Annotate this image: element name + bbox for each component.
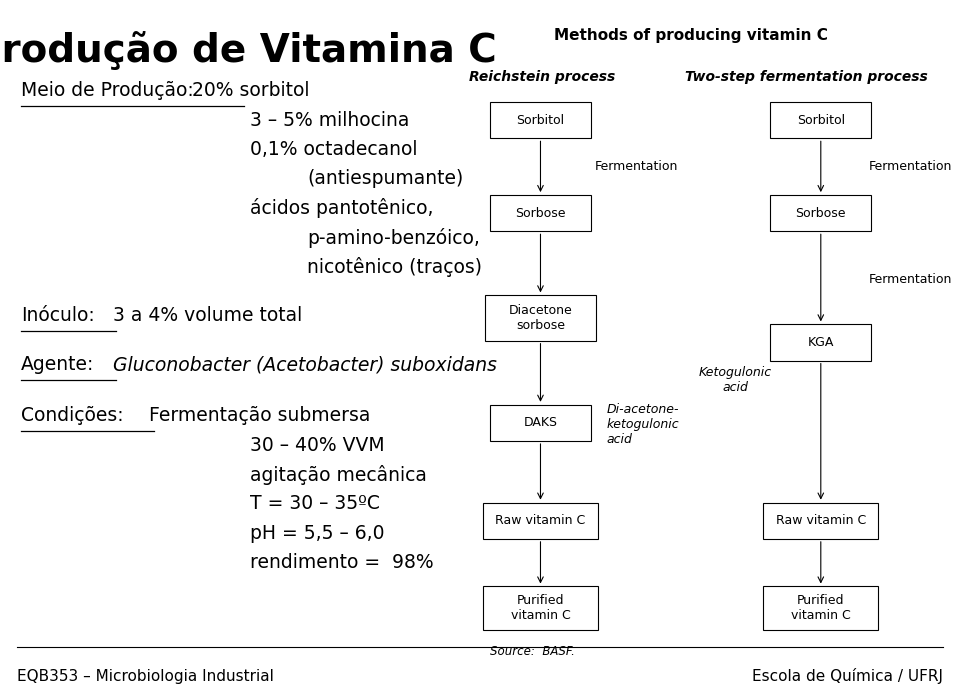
Text: Fermentation: Fermentation [869, 273, 952, 286]
Text: Source:  BASF.: Source: BASF. [490, 645, 574, 658]
Text: rendimento =  98%: rendimento = 98% [250, 553, 433, 572]
Text: Produção de Vitamina C: Produção de Vitamina C [0, 31, 497, 71]
Text: Fermentação submersa: Fermentação submersa [149, 406, 371, 426]
Text: Reichstein process: Reichstein process [469, 70, 615, 84]
Text: Sorbitol: Sorbitol [516, 114, 564, 127]
Text: 3 – 5% milhocina: 3 – 5% milhocina [250, 110, 409, 130]
Text: Diacetone
sorbose: Diacetone sorbose [509, 304, 572, 332]
Text: Sorbitol: Sorbitol [797, 114, 845, 127]
Text: Di-acetone-
ketogulonic
acid: Di-acetone- ketogulonic acid [607, 403, 680, 446]
Text: DAKS: DAKS [523, 417, 558, 429]
FancyBboxPatch shape [770, 195, 871, 231]
Text: Purified
vitamin C: Purified vitamin C [511, 594, 570, 622]
FancyBboxPatch shape [763, 503, 878, 539]
Text: T = 30 – 35ºC: T = 30 – 35ºC [250, 494, 379, 514]
FancyBboxPatch shape [763, 586, 878, 630]
Text: nicotênico (traços): nicotênico (traços) [307, 257, 482, 277]
FancyBboxPatch shape [483, 586, 598, 630]
Text: Two-step fermentation process: Two-step fermentation process [685, 70, 927, 84]
FancyBboxPatch shape [483, 503, 598, 539]
Text: Raw vitamin C: Raw vitamin C [776, 514, 866, 527]
Text: Ketogulonic
acid: Ketogulonic acid [699, 366, 772, 394]
FancyBboxPatch shape [490, 405, 590, 441]
Text: Sorbose: Sorbose [516, 207, 565, 219]
Text: EQB353 – Microbiologia Industrial: EQB353 – Microbiologia Industrial [17, 669, 275, 684]
Text: Raw vitamin C: Raw vitamin C [495, 514, 586, 527]
Text: Sorbose: Sorbose [796, 207, 846, 219]
Text: Purified
vitamin C: Purified vitamin C [791, 594, 851, 622]
Text: 20% sorbitol: 20% sorbitol [192, 81, 309, 101]
Text: Meio de Produção:: Meio de Produção: [21, 81, 194, 101]
Text: 0,1% octadecanol: 0,1% octadecanol [250, 140, 417, 159]
Text: Fermentation: Fermentation [869, 160, 952, 173]
Text: Gluconobacter (Acetobacter) suboxidans: Gluconobacter (Acetobacter) suboxidans [113, 355, 497, 375]
Text: 30 – 40% VVM: 30 – 40% VVM [250, 435, 384, 455]
Text: Agente:: Agente: [21, 355, 94, 375]
FancyBboxPatch shape [770, 102, 871, 138]
FancyBboxPatch shape [485, 295, 595, 340]
Text: Escola de Química / UFRJ: Escola de Química / UFRJ [752, 668, 943, 684]
Text: Methods of producing vitamin C: Methods of producing vitamin C [554, 28, 828, 43]
Text: pH = 5,5 – 6,0: pH = 5,5 – 6,0 [250, 524, 384, 543]
Text: Inóculo:: Inóculo: [21, 306, 95, 326]
Text: agitação mecânica: agitação mecânica [250, 465, 426, 484]
FancyBboxPatch shape [770, 324, 871, 361]
Text: 3 a 4% volume total: 3 a 4% volume total [113, 306, 302, 326]
Text: KGA: KGA [807, 336, 834, 349]
Text: Condições:: Condições: [21, 406, 124, 426]
FancyBboxPatch shape [490, 102, 590, 138]
FancyBboxPatch shape [490, 195, 590, 231]
Text: (antiespumante): (antiespumante) [307, 169, 464, 189]
Text: ácidos pantotênico,: ácidos pantotênico, [250, 199, 433, 218]
Text: Fermentation: Fermentation [595, 160, 679, 173]
Text: p-amino-benzóico,: p-amino-benzóico, [307, 228, 480, 247]
